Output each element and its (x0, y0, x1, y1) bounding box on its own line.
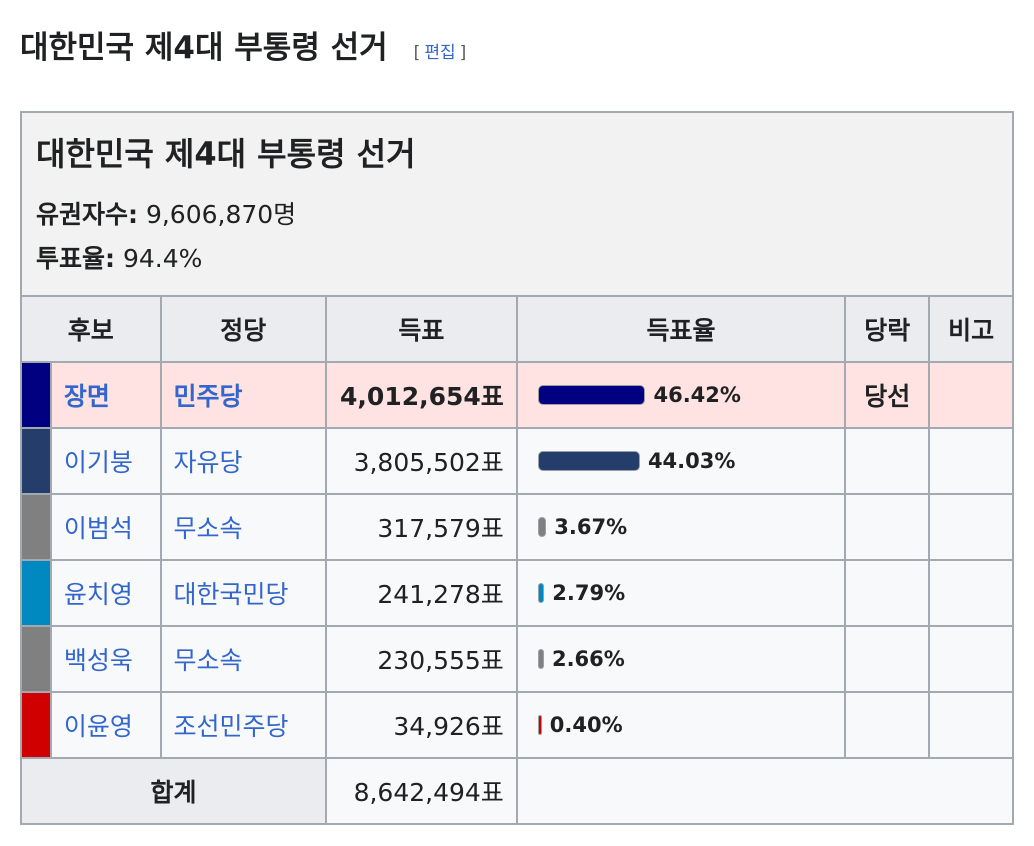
party-link[interactable]: 민주당 (173, 382, 243, 411)
electorate-label: 유권자수: (36, 200, 138, 229)
candidate-name-cell: 이기붕 (49, 427, 162, 495)
candidate-row: 이범석 무소속 317,579표 3.67% (20, 493, 1014, 561)
party-color-swatch (20, 427, 52, 495)
candidate-row: 이기붕 자유당 3,805,502표 44.03% (20, 427, 1014, 495)
share-cell: 3.67% (515, 493, 847, 561)
election-results-table: 대한민국 제4대 부통령 선거 유권자수: 9,606,870명 투표율: 94… (20, 111, 1015, 825)
header-result: 당락 (844, 295, 931, 363)
table-caption-title: 대한민국 제4대 부통령 선거 (36, 135, 416, 173)
vote-share-bar (537, 715, 542, 735)
note-cell (928, 361, 1014, 429)
party-cell: 자유당 (159, 427, 327, 495)
party-color-swatch (20, 559, 52, 627)
vote-share-text: 2.66% (551, 647, 625, 671)
candidate-row: 장면 민주당 4,012,654표 46.42% 당선 (20, 361, 1014, 429)
header-votes: 득표 (324, 295, 518, 363)
party-link[interactable]: 대한국민당 (173, 580, 289, 609)
turnout-value: 94.4% (122, 244, 203, 273)
candidate-name-link[interactable]: 이기붕 (63, 448, 133, 477)
party-cell: 민주당 (159, 361, 327, 429)
candidate-name-link[interactable]: 장면 (63, 382, 110, 411)
share-cell: 2.79% (515, 559, 847, 627)
vote-share-text: 46.42% (653, 383, 741, 407)
note-cell (928, 691, 1014, 759)
vote-share-text: 44.03% (647, 449, 736, 473)
section-title: 대한민국 제4대 부통령 선거 (20, 30, 388, 66)
party-color-swatch (20, 691, 52, 759)
party-cell: 조선민주당 (159, 691, 327, 759)
result-cell (844, 691, 931, 759)
header-candidate: 후보 (20, 295, 162, 363)
party-cell: 대한국민당 (159, 559, 327, 627)
party-link[interactable]: 자유당 (173, 448, 243, 477)
vote-share-bar (537, 385, 646, 405)
electorate-value: 9,606,870명 (145, 200, 297, 229)
candidate-name-cell: 백성욱 (49, 625, 162, 693)
candidate-row: 백성욱 무소속 230,555표 2.66% (20, 625, 1014, 693)
candidate-name-cell: 장면 (49, 361, 162, 429)
vote-share-bar (537, 649, 544, 669)
note-cell (928, 493, 1014, 561)
candidate-name-link[interactable]: 이범석 (63, 514, 133, 543)
votes-cell: 317,579표 (324, 493, 518, 561)
vote-share-bar (537, 583, 545, 603)
candidate-name-cell: 윤치영 (49, 559, 162, 627)
table-caption: 대한민국 제4대 부통령 선거 유권자수: 9,606,870명 투표율: 94… (20, 111, 1014, 297)
share-cell: 44.03% (515, 427, 847, 495)
party-cell: 무소속 (159, 493, 327, 561)
candidate-name-link[interactable]: 백성욱 (63, 646, 133, 675)
header-note: 비고 (928, 295, 1014, 363)
total-votes: 8,642,494표 (324, 757, 518, 825)
result-cell (844, 427, 931, 495)
votes-cell: 4,012,654표 (324, 361, 518, 429)
turnout-label: 투표율: (36, 244, 115, 273)
vote-share-bar (537, 451, 640, 471)
total-row: 합계 8,642,494표 (20, 757, 1015, 825)
result-cell (844, 559, 931, 627)
votes-cell: 34,926표 (324, 691, 518, 759)
result-cell: 당선 (844, 361, 931, 429)
vote-share-text: 3.67% (554, 515, 628, 539)
electorate-line: 유권자수: 9,606,870명 (36, 193, 996, 237)
party-color-swatch (20, 493, 52, 561)
result-cell (844, 493, 931, 561)
party-color-swatch (20, 625, 52, 693)
vote-share-text: 2.79% (552, 581, 626, 605)
section-heading: 대한민국 제4대 부통령 선거 [편집] (20, 22, 466, 72)
share-cell: 46.42% (515, 361, 847, 429)
candidate-name-link[interactable]: 윤치영 (63, 580, 133, 609)
party-cell: 무소속 (159, 625, 327, 693)
total-label: 합계 (20, 757, 327, 825)
header-share: 득표율 (515, 295, 847, 363)
party-link[interactable]: 조선민주당 (173, 712, 289, 741)
header-row: 후보 정당 득표 득표율 당락 비고 (20, 295, 1014, 363)
party-link[interactable]: 무소속 (173, 646, 243, 675)
vote-share-bar (537, 517, 547, 537)
vote-share-text: 0.40% (549, 713, 623, 737)
turnout-line: 투표율: 94.4% (36, 237, 996, 281)
note-cell (928, 427, 1014, 495)
party-color-swatch (20, 361, 52, 429)
party-link[interactable]: 무소속 (173, 514, 243, 543)
note-cell (928, 559, 1014, 627)
votes-cell: 230,555표 (324, 625, 518, 693)
candidate-name-link[interactable]: 이윤영 (63, 712, 133, 741)
candidate-name-cell: 이범석 (49, 493, 162, 561)
candidate-name-cell: 이윤영 (49, 691, 162, 759)
header-party: 정당 (159, 295, 327, 363)
edit-section-link[interactable]: 편집 (424, 43, 456, 63)
votes-cell: 241,278표 (324, 559, 518, 627)
note-cell (928, 625, 1014, 693)
result-cell (844, 625, 931, 693)
candidate-row: 이윤영 조선민주당 34,926표 0.40% (20, 691, 1014, 759)
votes-cell: 3,805,502표 (324, 427, 518, 495)
total-empty (515, 757, 1015, 825)
share-cell: 2.66% (515, 625, 847, 693)
candidate-row: 윤치영 대한국민당 241,278표 2.79% (20, 559, 1014, 627)
edit-section-link-wrapper: [편집] (413, 43, 467, 63)
share-cell: 0.40% (515, 691, 847, 759)
